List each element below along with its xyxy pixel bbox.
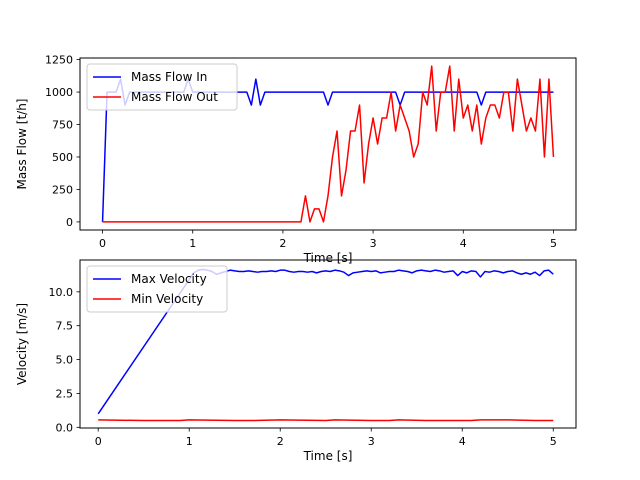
- velocity-y-tick-label: 0.0: [56, 421, 74, 434]
- max-velocity-line: [97, 268, 554, 415]
- mass-flow-out-line: [102, 65, 555, 223]
- mass-flow-x-tick-label: 1: [189, 237, 196, 250]
- velocity-axes-frame: [79, 259, 577, 429]
- mass-flow-y-tick-label: 250: [52, 183, 73, 196]
- velocity-x-tick-label: 3: [368, 435, 375, 448]
- mass-flow-y-tick-label: 1000: [45, 86, 73, 99]
- mass-flow-y-axis-label: Mass Flow [t/h]: [15, 99, 29, 190]
- mass-flow-x-tick-label: 3: [370, 237, 377, 250]
- velocity-x-tick-label: 2: [277, 435, 284, 448]
- mass-flow-legend-box: [86, 63, 238, 111]
- mass-flow-out-legend-label: Mass Flow Out: [131, 90, 218, 104]
- min-velocity-legend-label: Min Velocity: [131, 292, 203, 306]
- velocity-plot: 0 1 2 3 4 5 0.0 2.5 5.0 7.5 10.0 Time [s] Velocity…: [15, 259, 577, 463]
- velocity-x-axis-label: Time [s]: [303, 449, 353, 463]
- mass-flow-y-tick-label: 1250: [45, 54, 73, 67]
- mass-flow-y-tick-label: 500: [52, 151, 73, 164]
- velocity-x-tick-label: 4: [459, 435, 466, 448]
- mass-flow-plot: 0 1 2 3 4 5 0 250 500 750 1000 1250 Time [s] Mass F…: [15, 54, 577, 265]
- velocity-y-axis-label: Velocity [m/s]: [15, 303, 29, 385]
- mass-flow-in-legend-label: Mass Flow In: [131, 70, 207, 84]
- velocity-legend-box: [86, 265, 228, 313]
- velocity-legend: Max Velocity Min Velocity: [86, 265, 228, 313]
- velocity-x-tick-label: 5: [550, 435, 557, 448]
- velocity-y-tick-label: 7.5: [56, 320, 74, 333]
- mass-flow-x-tick-label: 4: [460, 237, 467, 250]
- mass-flow-x-tick-label: 0: [99, 237, 106, 250]
- mass-flow-axes-frame: [79, 57, 577, 231]
- mass-flow-y-tick-label: 0: [66, 216, 73, 229]
- mass-flow-x-tick-label: 2: [279, 237, 286, 250]
- mass-flow-legend: Mass Flow In Mass Flow Out: [86, 63, 238, 111]
- velocity-x-tick-label: 1: [186, 435, 193, 448]
- max-velocity-legend-label: Max Velocity: [131, 272, 207, 286]
- velocity-y-tick-label: 10.0: [49, 286, 74, 299]
- mass-flow-x-tick-label: 5: [550, 237, 557, 250]
- velocity-y-tick-label: 5.0: [56, 354, 74, 367]
- velocity-y-tick-label: 2.5: [56, 387, 74, 400]
- mass-flow-y-tick-label: 750: [52, 119, 73, 132]
- velocity-x-tick-label: 0: [95, 435, 102, 448]
- min-velocity-line: [98, 419, 554, 422]
- mass-flow-x-axis-label: Time [s]: [303, 251, 353, 265]
